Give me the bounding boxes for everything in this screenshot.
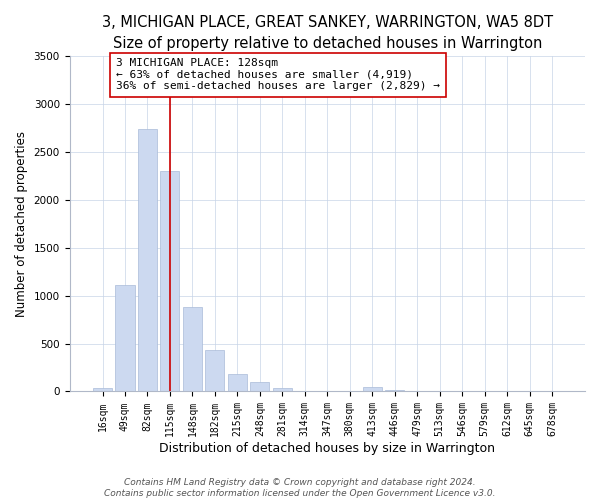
Text: 3 MICHIGAN PLACE: 128sqm
← 63% of detached houses are smaller (4,919)
36% of sem: 3 MICHIGAN PLACE: 128sqm ← 63% of detach…: [116, 58, 440, 92]
Bar: [362, 386, 382, 392]
Bar: [228, 374, 247, 392]
Bar: [160, 171, 179, 392]
Bar: [385, 390, 404, 392]
Bar: [295, 390, 314, 392]
Text: Contains HM Land Registry data © Crown copyright and database right 2024.
Contai: Contains HM Land Registry data © Crown c…: [104, 478, 496, 498]
Bar: [138, 129, 157, 392]
Bar: [115, 285, 134, 392]
X-axis label: Distribution of detached houses by size in Warrington: Distribution of detached houses by size …: [159, 442, 495, 455]
Bar: [250, 382, 269, 392]
Bar: [93, 388, 112, 392]
Bar: [205, 350, 224, 392]
Bar: [183, 307, 202, 392]
Bar: [273, 388, 292, 392]
Title: 3, MICHIGAN PLACE, GREAT SANKEY, WARRINGTON, WA5 8DT
Size of property relative t: 3, MICHIGAN PLACE, GREAT SANKEY, WARRING…: [102, 15, 553, 51]
Y-axis label: Number of detached properties: Number of detached properties: [15, 131, 28, 317]
